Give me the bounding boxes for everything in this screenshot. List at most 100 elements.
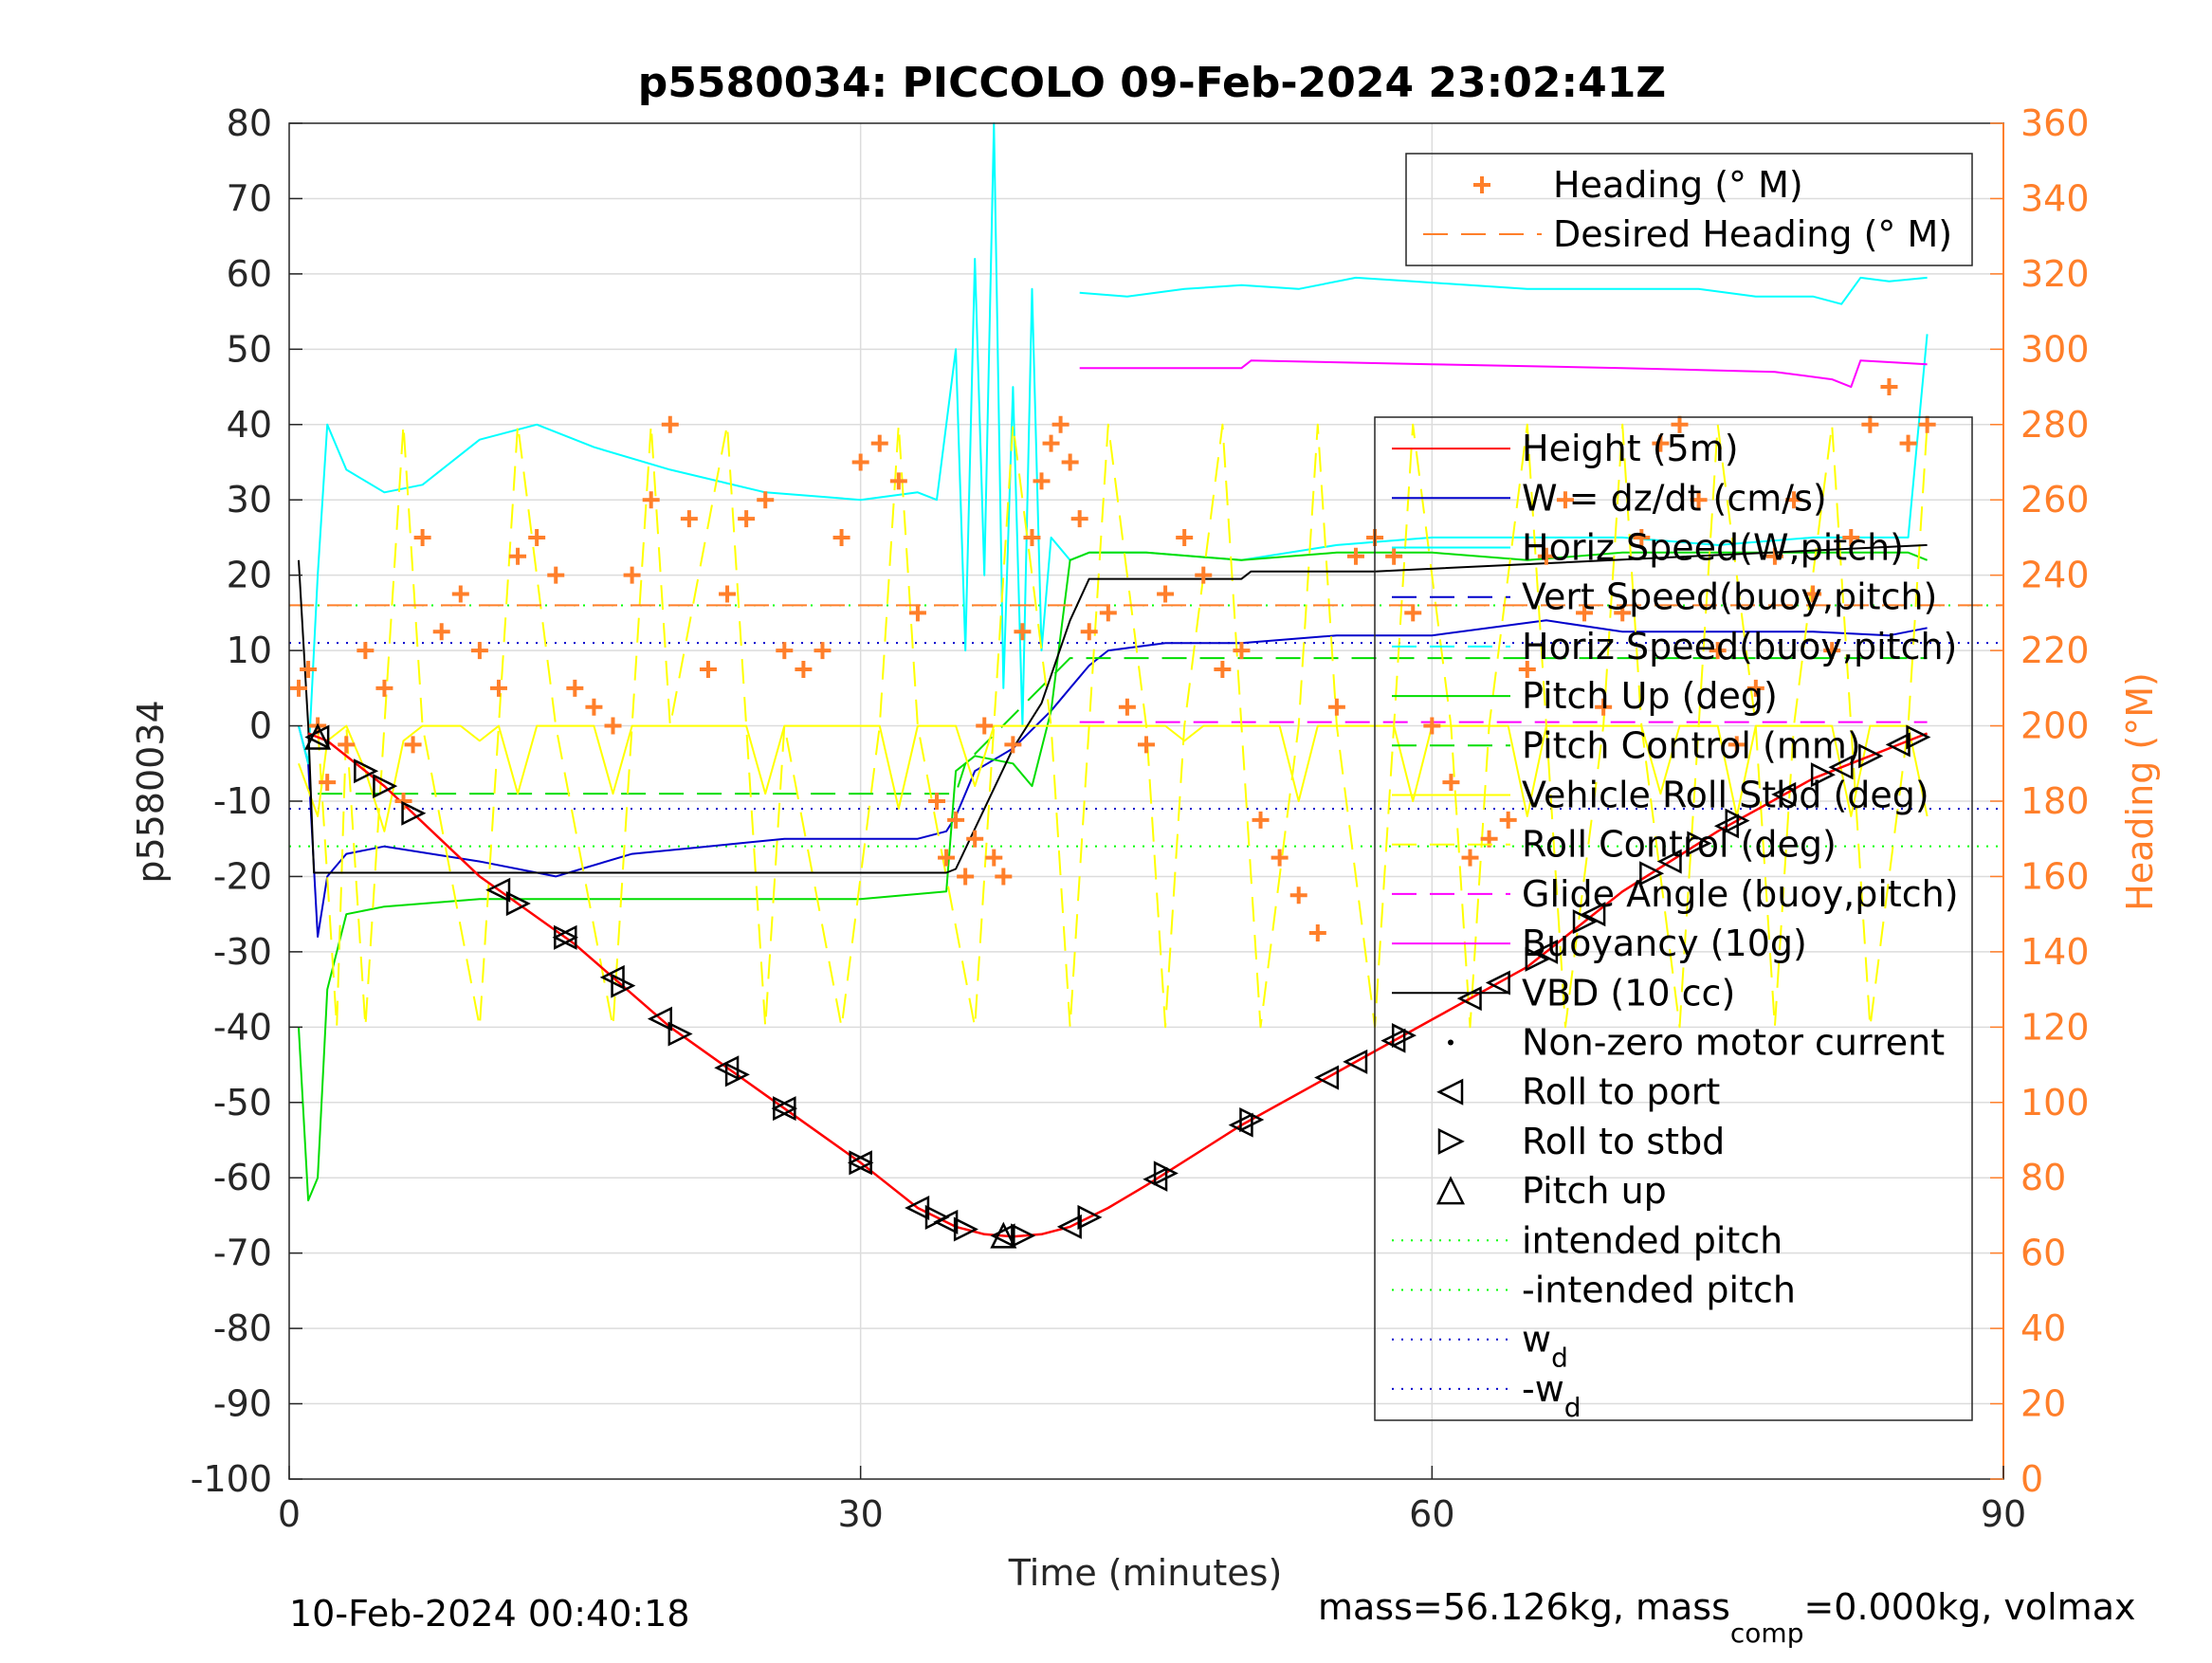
roll-to-stbd-marker xyxy=(1572,909,1598,935)
legend-main-label: Glide Angle (buoy,pitch) xyxy=(1522,873,1959,915)
y2-tick-label: 300 xyxy=(2020,328,2090,370)
legend-sample xyxy=(1448,1039,1453,1046)
heading-point xyxy=(1157,585,1175,603)
heading-point xyxy=(938,849,956,867)
y2-tick-label: 80 xyxy=(2020,1157,2066,1198)
legend-heading-box xyxy=(1405,153,1973,266)
legend-main-item-roll-to-port: Roll to port xyxy=(1436,1071,1720,1113)
legend-main-label-text: Vert Speed(buoy,pitch) xyxy=(1522,576,1937,618)
series-heading-m xyxy=(290,378,1936,942)
roll-to-port-marker xyxy=(990,1223,1015,1249)
heading-point xyxy=(776,642,794,660)
roll-to-stbd-marker xyxy=(773,1096,798,1122)
legend-heading-label-text: Desired Heading (° M) xyxy=(1553,213,1952,255)
series-group xyxy=(289,122,2003,1238)
heading-point xyxy=(1051,415,1069,433)
y2-tick-label: 260 xyxy=(2020,479,2090,521)
heading-point xyxy=(832,528,850,546)
y2-tick-label: 0 xyxy=(2020,1458,2043,1500)
y-tick-label: -60 xyxy=(213,1157,272,1198)
roll-to-port-marker xyxy=(1533,939,1559,964)
series-horiz-speed-w-pitch xyxy=(298,122,1929,765)
heading-point xyxy=(1033,472,1051,490)
heading-point xyxy=(1442,774,1460,792)
legend-main-label: -wd xyxy=(1522,1368,1581,1423)
roll-to-port-marker xyxy=(485,877,511,903)
y2-tick-label: 40 xyxy=(2020,1307,2066,1349)
legend-main-label-text: Roll to port xyxy=(1522,1071,1720,1113)
heading-point xyxy=(814,642,832,660)
roll-to-stbd-marker xyxy=(953,1216,978,1242)
legend-main-label-text: Vehicle Roll Stbd (deg) xyxy=(1522,775,1929,816)
heading-point xyxy=(1918,415,1936,433)
y2-tick-label: 160 xyxy=(2020,855,2090,897)
heading-point xyxy=(1556,491,1574,509)
y2-tick-label: 180 xyxy=(2020,780,2090,822)
heading-point xyxy=(1061,453,1079,471)
heading-point xyxy=(1099,604,1117,622)
legend-main-label-text: Roll Control (deg) xyxy=(1522,824,1837,866)
heading-point xyxy=(528,528,546,546)
legend-main-item-glide-angle-buoy-pitch: Glide Angle (buoy,pitch) xyxy=(1392,873,1959,915)
heading-point xyxy=(1023,528,1041,546)
heading-point xyxy=(604,717,622,735)
legend-main-label: Vehicle Roll Stbd (deg) xyxy=(1522,775,1929,816)
legend-main-label-text: Non-zero motor current xyxy=(1522,1022,1945,1064)
footer-timestamp: 10-Feb-2024 00:40:18 xyxy=(289,1593,690,1635)
heading-point xyxy=(1138,736,1155,754)
heading-point xyxy=(985,849,1003,867)
pitch-up-marker xyxy=(304,722,332,750)
legend-main-item-intended-pitch: intended pitch xyxy=(1392,1219,1782,1261)
roll-to-stbd-marker xyxy=(1525,946,1550,972)
y2-tick-label: 140 xyxy=(2020,931,2090,973)
legend-main-label: Roll to port xyxy=(1522,1071,1720,1113)
heading-point xyxy=(1899,434,1917,452)
heading-point xyxy=(1537,547,1555,565)
legend-main-item-wd: wd xyxy=(1392,1319,1568,1374)
roll-to-stbd-marker xyxy=(667,1021,693,1047)
legend-main-label-sub: d xyxy=(1551,1343,1568,1374)
legend-main-label: Roll Control (deg) xyxy=(1522,824,1837,866)
heading-point xyxy=(1765,547,1783,565)
y-tick-label: 30 xyxy=(227,479,272,521)
roll-to-port-marker xyxy=(1485,970,1510,996)
heading-point xyxy=(413,528,431,546)
legend-main-item-wd: -wd xyxy=(1392,1368,1581,1423)
x-tick-label: 60 xyxy=(1409,1493,1454,1535)
legend-main-item-w-dz-dt-cm-s: W = dz/dt (cm/s) xyxy=(1392,477,1827,519)
heading-point xyxy=(1346,547,1364,565)
y2-tick-label: 60 xyxy=(2020,1233,2066,1274)
legend-sample xyxy=(1435,1176,1466,1205)
legend-main-item-horiz-speed-w-pitch: Horiz Speed(W,pitch) xyxy=(1392,527,1904,569)
heading-point xyxy=(1861,415,1879,433)
heading-point xyxy=(1385,547,1403,565)
roll-to-stbd-marker xyxy=(1687,831,1712,856)
heading-point xyxy=(1070,510,1088,528)
y-tick-label: 80 xyxy=(227,102,272,144)
heading-point xyxy=(1595,698,1613,716)
legend-main-label-text: Height (5m) xyxy=(1522,428,1739,469)
legend-main-label: W = dz/dt (cm/s) xyxy=(1522,477,1827,519)
roll-to-stbd-marker xyxy=(373,774,398,799)
heading-point xyxy=(661,415,679,433)
roll-to-port-marker xyxy=(1771,781,1797,807)
y-tick-label: -30 xyxy=(213,931,272,973)
heading-point xyxy=(908,604,926,622)
heading-point xyxy=(404,736,422,754)
heading-point xyxy=(1785,491,1803,509)
heading-point xyxy=(738,510,756,528)
y-tick-label: -10 xyxy=(213,780,272,822)
y-tick-label: 10 xyxy=(227,630,272,671)
roll-to-port-marker xyxy=(1828,755,1854,780)
legend-main-label: Horiz Speed(buoy,pitch) xyxy=(1522,626,1957,667)
series-pitch-up-deg xyxy=(298,551,1928,1202)
legend-main-item-pitch-control-mm: Pitch Control (mm) xyxy=(1392,724,1861,766)
legend-main-item-vehicle-roll-stbd-deg: Vehicle Roll Stbd (deg) xyxy=(1392,775,1929,816)
series-w-dz-dt-cm-s xyxy=(298,619,1928,938)
legend-main-label: Height (5m) xyxy=(1522,428,1739,469)
y2-tick-label: 200 xyxy=(2020,705,2090,747)
heading-point xyxy=(1042,434,1060,452)
legend-main-label: Pitch Control (mm) xyxy=(1522,724,1861,766)
legend-main-label-text: intended pitch xyxy=(1522,1219,1782,1261)
